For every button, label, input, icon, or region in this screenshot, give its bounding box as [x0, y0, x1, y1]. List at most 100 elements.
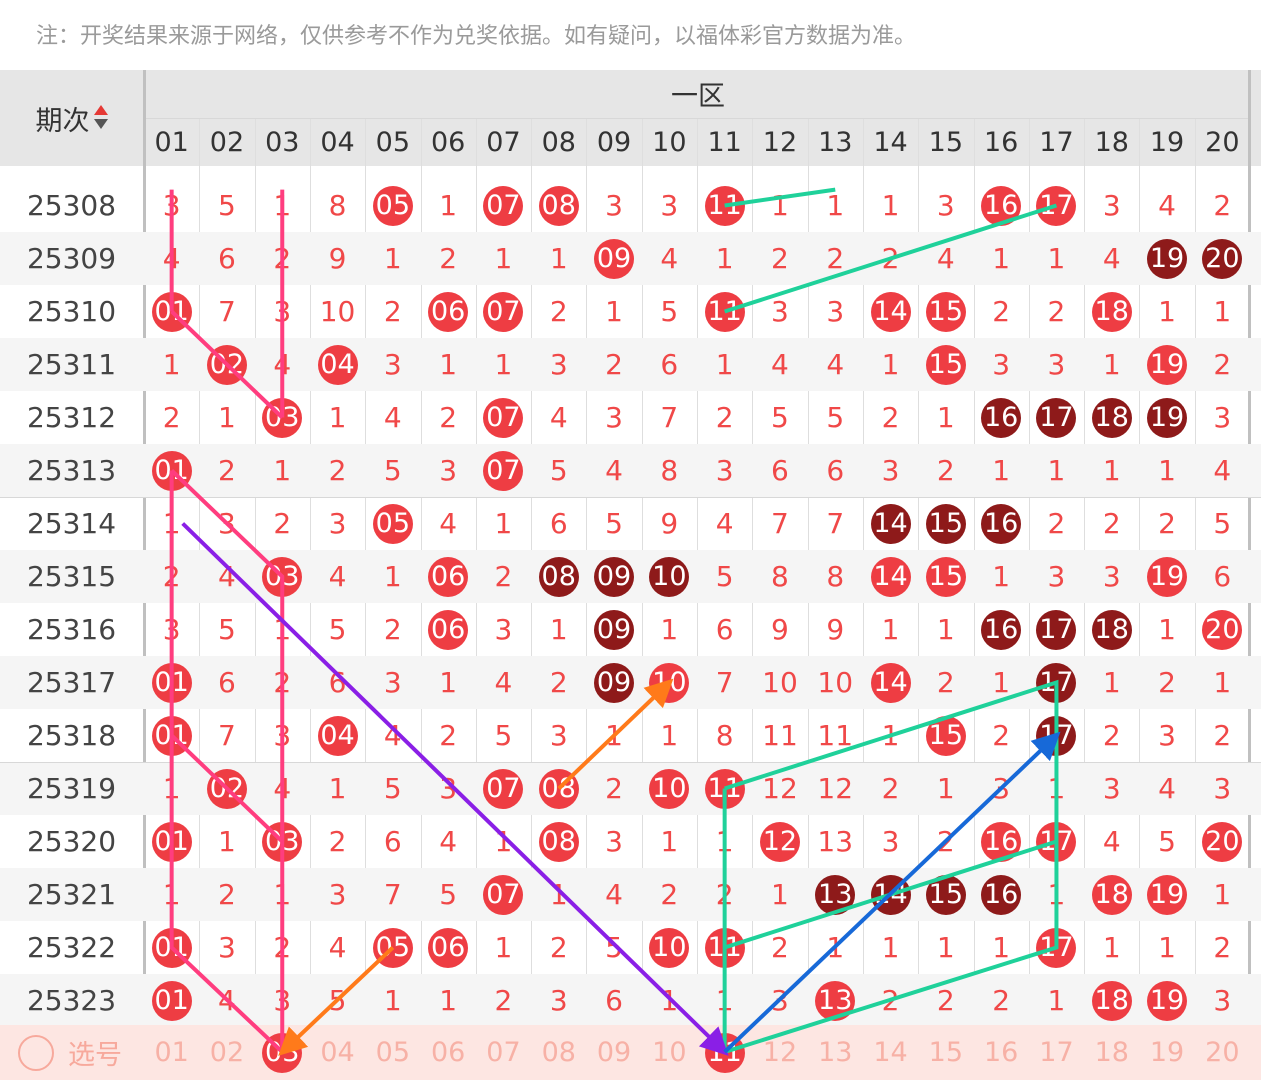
drawn-number-ball: 18 [1091, 874, 1132, 915]
drawn-number-ball: 13 [815, 980, 856, 1021]
miss-count: 2 [1213, 719, 1232, 752]
miss-count: 3 [439, 454, 458, 487]
miss-count: 1 [936, 613, 955, 646]
miss-count: 4 [1158, 772, 1176, 805]
group-divider [0, 762, 1261, 763]
miss-count: 2 [771, 242, 789, 275]
pick-number-17[interactable]: 17 [1039, 1037, 1074, 1068]
pick-number-13[interactable]: 13 [818, 1037, 853, 1068]
miss-count: 2 [383, 613, 402, 646]
pick-number-04[interactable]: 04 [320, 1037, 355, 1068]
repeat-number-ball: 09 [594, 609, 635, 650]
drawn-number-ball: 01 [151, 980, 192, 1021]
table-cell: 19 [1139, 868, 1194, 921]
pick-number-20[interactable]: 20 [1205, 1037, 1240, 1068]
table-cell: 19 [1139, 391, 1194, 444]
drawn-number-ball: 12 [759, 821, 800, 862]
column-header-10: 10 [652, 126, 687, 158]
pick-number-12[interactable]: 12 [762, 1037, 798, 1068]
pick-number-01[interactable]: 01 [154, 1037, 189, 1068]
pick-number-18[interactable]: 18 [1094, 1037, 1129, 1068]
column-header-06: 06 [430, 126, 466, 158]
repeat-number-ball: 17 [1036, 397, 1077, 438]
table-cell: 07 [476, 868, 531, 921]
miss-count: 3 [605, 189, 623, 222]
miss-count: 1 [660, 719, 679, 752]
miss-count: 1 [881, 189, 900, 222]
miss-count: 8 [715, 719, 734, 752]
miss-count: 1 [992, 454, 1011, 487]
pick-number-08[interactable]: 08 [541, 1037, 576, 1068]
pick-label: 选号 [68, 1040, 122, 1071]
miss-count: 11 [817, 719, 854, 752]
miss-count: 1 [162, 348, 181, 381]
column-header-17: 17 [1039, 126, 1074, 158]
drawn-number-ball: 06 [428, 556, 469, 597]
table-cell: 09 [586, 550, 641, 603]
miss-count: 3 [494, 613, 513, 646]
drawn-number-ball: 06 [428, 291, 469, 332]
repeat-number-ball: 16 [981, 609, 1022, 650]
pick-number-15[interactable]: 15 [928, 1037, 964, 1068]
column-header-01: 01 [154, 126, 189, 158]
miss-count: 1 [1047, 454, 1066, 487]
issue-column-header[interactable]: 期次 [0, 70, 143, 166]
pick-number-02[interactable]: 02 [209, 1037, 245, 1068]
table-cell: 10 [642, 762, 697, 815]
column-header-03: 03 [265, 126, 300, 158]
repeat-number-ball: 16 [981, 503, 1022, 544]
drawn-number-ball: 18 [1091, 291, 1132, 332]
pick-number-16[interactable]: 16 [983, 1037, 1019, 1068]
miss-count: 12 [817, 772, 854, 805]
miss-count: 9 [328, 242, 347, 275]
pick-number-19[interactable]: 19 [1149, 1037, 1185, 1068]
miss-count: 2 [218, 878, 236, 911]
table-cell: 17 [1029, 391, 1084, 444]
table-cell: 04 [310, 709, 365, 762]
pick-number-05[interactable]: 05 [375, 1037, 411, 1068]
issue-number: 25321 [26, 878, 117, 911]
miss-count: 1 [1213, 878, 1232, 911]
miss-count: 1 [992, 560, 1011, 593]
miss-count: 1 [1213, 666, 1232, 699]
table-row: 25313 01 2 1 2 5 3 07 5 4 8 3 6 6 3 2 1 1 1 1 4 [0, 444, 1261, 497]
table-cell: 20 [1195, 232, 1250, 285]
forecast-arrow-blue [723, 731, 1061, 1054]
pick-number-10[interactable]: 10 [652, 1037, 687, 1068]
pick-number-06[interactable]: 06 [430, 1037, 466, 1068]
table-cell: 19 [1139, 232, 1194, 285]
drawn-number-ball: 14 [870, 662, 911, 703]
miss-count: 4 [549, 401, 568, 434]
drawn-number-ball: 17 [1036, 185, 1077, 226]
miss-count: 2 [936, 666, 955, 699]
pick-number-09[interactable]: 09 [596, 1037, 632, 1068]
miss-count: 2 [494, 984, 513, 1017]
miss-count: 1 [826, 189, 845, 222]
issue-number: 25310 [26, 295, 117, 328]
column-header-02: 02 [209, 126, 245, 158]
repeat-number-ball: 16 [981, 397, 1022, 438]
issue-number: 25319 [26, 772, 117, 805]
miss-count: 3 [328, 507, 347, 540]
repeat-number-ball: 15 [925, 503, 966, 544]
miss-count: 1 [494, 242, 513, 275]
miss-count: 4 [439, 825, 458, 858]
miss-count: 4 [383, 719, 402, 752]
table-cell: 18 [1084, 603, 1139, 656]
pick-number-14[interactable]: 14 [873, 1037, 908, 1068]
miss-count: 3 [605, 401, 623, 434]
miss-count: 5 [771, 401, 789, 434]
miss-count: 4 [383, 401, 402, 434]
column-header-09: 09 [596, 126, 632, 158]
pick-number-07[interactable]: 07 [486, 1037, 521, 1068]
pick-number-button[interactable]: 选号 [18, 1025, 122, 1080]
miss-count: 6 [660, 348, 679, 381]
drawn-number-ball: 05 [372, 185, 413, 226]
sort-icon[interactable] [93, 105, 108, 131]
miss-count: 2 [439, 719, 458, 752]
miss-count: 1 [494, 507, 513, 540]
miss-count: 1 [1102, 931, 1121, 964]
miss-count: 1 [936, 772, 955, 805]
miss-count: 1 [881, 348, 900, 381]
miss-count: 5 [218, 613, 236, 646]
